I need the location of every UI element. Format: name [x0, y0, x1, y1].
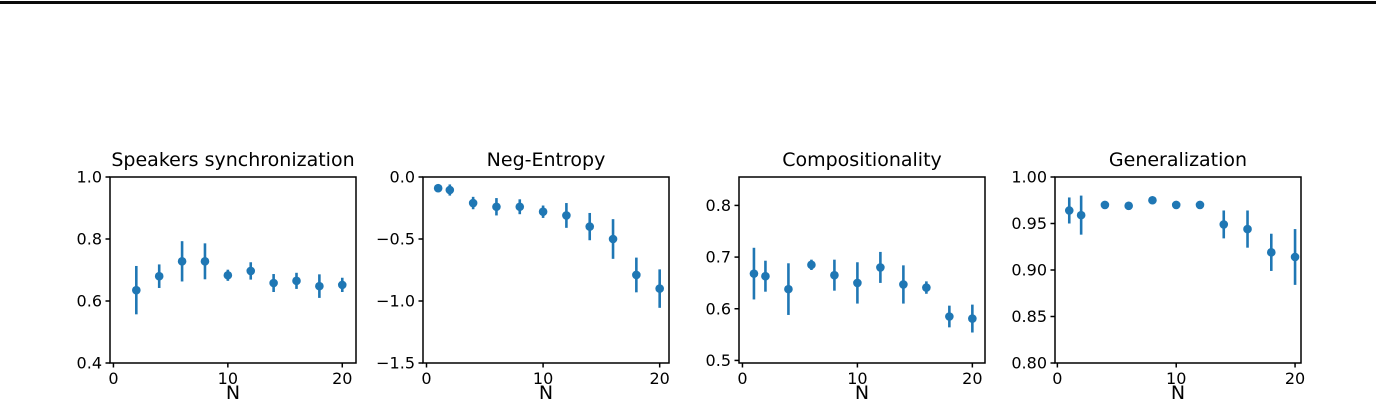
plot-area-neg-entropy: 0 10 20 0.0 −0.5 −1.0 −1.5	[376, 168, 670, 389]
data-point	[492, 202, 501, 212]
axes-box	[422, 176, 670, 364]
data-point	[269, 278, 278, 288]
data-point	[468, 198, 478, 208]
x-axis-label: N	[538, 382, 554, 404]
chart-speakers-synchronization: Speakers synchronization 0 10 20 0.4 0.6 0.8 1…	[58, 134, 364, 410]
chart-generalization: Generalization 0 10 20 0.80 0.85 0.90 0.95 1.00…	[1003, 134, 1309, 410]
data-point	[132, 285, 141, 295]
data-point	[876, 263, 885, 272]
data-point	[292, 276, 301, 286]
y-tick-label: −1.5	[376, 354, 415, 373]
chart-title: Generalization	[1108, 149, 1248, 171]
data-point	[968, 314, 977, 323]
data-point	[608, 234, 618, 244]
x-tick-label: 0	[737, 369, 747, 388]
chart-compositionality: Compositionality 0 10 20 0.5 0.6 0.7 0.8 N	[687, 134, 993, 410]
y-tick-label: 0.95	[1011, 214, 1047, 233]
y-tick-label: 0.0	[390, 168, 415, 187]
y-tick-label: 0.5	[706, 351, 731, 370]
x-axis-label: N	[1170, 382, 1186, 404]
x-axis-label: N	[225, 382, 241, 404]
y-tick-label: 0.80	[1011, 354, 1047, 373]
chart-title: Neg-Entropy	[486, 149, 606, 171]
data-point	[538, 207, 548, 217]
y-tick-label: 0.8	[77, 230, 102, 249]
y-tick-label: −0.5	[376, 230, 415, 249]
x-tick-label: 20	[649, 369, 669, 388]
x-tick-label: 10	[847, 369, 867, 388]
plot-area-generalization: 0 10 20 0.80 0.85 0.90 0.95 1.00	[1011, 168, 1305, 389]
data-point	[922, 283, 931, 292]
data-point	[246, 266, 256, 276]
top-rule-divider	[0, 1, 1376, 4]
data-point	[154, 271, 164, 281]
data-point	[1171, 200, 1181, 210]
data-point	[515, 202, 525, 212]
data-point	[1100, 200, 1110, 210]
data-point	[1124, 201, 1133, 211]
data-point	[830, 270, 839, 280]
data-point	[807, 260, 816, 270]
x-tick-label: 20	[962, 369, 982, 388]
chart-title: Speakers synchronization	[111, 149, 355, 171]
chart-title: Compositionality	[782, 149, 942, 171]
y-tick-label: 0.6	[706, 299, 731, 318]
axes-box	[109, 176, 357, 364]
data-point	[223, 270, 233, 280]
plot-area-speakers-synchronization: 0 10 20 0.4 0.6 0.8 1.0	[77, 168, 357, 388]
data-point	[315, 281, 324, 291]
data-point	[632, 270, 641, 280]
y-tick-label: 0.85	[1011, 307, 1047, 326]
x-tick-label: 0	[421, 369, 431, 388]
data-point	[945, 312, 954, 321]
data-point	[337, 280, 347, 290]
data-point	[200, 257, 210, 266]
data-point	[1148, 195, 1157, 205]
data-point	[445, 185, 455, 195]
x-tick-label: 10	[1166, 369, 1186, 388]
data-point	[761, 271, 770, 281]
data-point	[784, 284, 793, 294]
data-point	[1076, 210, 1086, 220]
y-tick-label: 0.8	[706, 196, 731, 215]
y-tick-label: 1.0	[77, 168, 102, 187]
x-tick-label: 0	[1052, 369, 1062, 388]
data-point	[562, 211, 571, 220]
y-tick-label: 0.7	[706, 248, 731, 267]
data-point	[1243, 224, 1252, 234]
data-point	[585, 222, 595, 231]
chart-neg-entropy: Neg-Entropy 0 10 20 0.0 −0.5 −1.0 −1.5 N	[371, 134, 677, 410]
data-point	[749, 269, 759, 278]
x-tick-label: 10	[533, 369, 553, 388]
data-point	[853, 278, 862, 288]
y-tick-label: 0.6	[77, 292, 102, 311]
data-point	[1195, 200, 1205, 210]
data-point	[433, 183, 443, 193]
data-point	[177, 257, 187, 266]
data-point	[1064, 206, 1074, 215]
x-tick-label: 0	[108, 369, 118, 388]
data-point	[1290, 252, 1300, 262]
data-point	[655, 284, 664, 293]
y-tick-label: 0.4	[77, 354, 102, 373]
data-point	[899, 280, 908, 289]
y-tick-label: 1.00	[1011, 168, 1047, 187]
y-tick-label: −1.0	[376, 292, 415, 311]
plot-area-compositionality: 0 10 20 0.5 0.6 0.7 0.8	[706, 176, 986, 388]
data-point	[1219, 220, 1229, 229]
data-point	[1266, 248, 1276, 257]
axes-box	[738, 176, 986, 364]
y-tick-label: 0.90	[1011, 261, 1047, 280]
x-tick-label: 10	[218, 369, 238, 388]
x-axis-label: N	[854, 382, 870, 404]
x-tick-label: 20	[1285, 369, 1305, 388]
x-tick-label: 20	[332, 369, 352, 388]
